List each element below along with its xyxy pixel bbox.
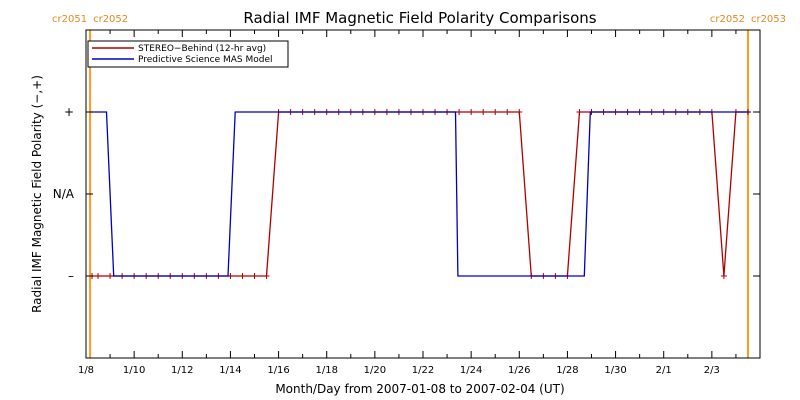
- y-tick-label: +: [64, 105, 74, 119]
- data-point: [504, 109, 511, 115]
- y-tick-label: –: [68, 269, 74, 283]
- carrington-label: cr2052: [93, 14, 128, 25]
- data-point: [95, 273, 102, 279]
- legend-label-stereo: STEREO−Behind (12-hr avg): [138, 44, 266, 54]
- data-point: [456, 109, 463, 115]
- x-tick-label: 1/24: [460, 365, 482, 376]
- legend-box: [87, 40, 289, 68]
- x-tick-label: 2/3: [704, 365, 720, 376]
- x-tick-label: 1/26: [508, 365, 530, 376]
- y-axis-label: Radial IMF Magnetic Field Polarity (−,+): [30, 75, 44, 313]
- chart-title: Radial IMF Magnetic Field Polarity Compa…: [243, 9, 596, 27]
- data-point: [576, 109, 583, 115]
- y-tick-label: N/A: [53, 187, 75, 201]
- data-point: [720, 273, 727, 279]
- data-point: [251, 273, 258, 279]
- carrington-label: cr2052: [710, 14, 745, 25]
- y-axis: + N/A –: [53, 105, 760, 283]
- x-axis: 1/8 1/10 1/12 1/14 1/16 1/18 1/20 1/22 1/24 1/26 1…: [78, 30, 761, 376]
- x-tick-label: 1/14: [219, 365, 241, 376]
- plot-frame: [85, 29, 761, 359]
- data-point: [263, 273, 270, 279]
- data-point: [239, 273, 246, 279]
- data-point: [107, 273, 114, 279]
- data-point: [516, 109, 523, 115]
- x-tick-label: 1/20: [364, 365, 386, 376]
- x-tick-label: 1/12: [171, 365, 193, 376]
- x-tick-label: 1/10: [123, 365, 145, 376]
- series-line-stereo: [92, 111, 748, 277]
- carrington-label: cr2053: [751, 14, 786, 25]
- series-layer: [89, 109, 751, 279]
- x-tick-label: 1/16: [267, 365, 289, 376]
- legend: STEREO−Behind (12-hr avg) Predictive Sci…: [87, 40, 289, 68]
- x-tick-label: 1/28: [556, 365, 578, 376]
- x-tick-label: 1/22: [412, 365, 434, 376]
- x-tick-label: 2/1: [656, 365, 672, 376]
- legend-label-model: Predictive Science MAS Model: [138, 55, 273, 65]
- data-point: [468, 109, 475, 115]
- data-point: [480, 109, 487, 115]
- x-tick-label: 1/8: [78, 365, 94, 376]
- x-tick-label: 1/30: [604, 365, 626, 376]
- x-tick-label: 1/18: [315, 365, 337, 376]
- carrington-label: cr2051: [52, 14, 87, 25]
- series-line-model: [90, 111, 751, 277]
- x-axis-label: Month/Day from 2007-01-08 to 2007-02-04 …: [275, 382, 564, 396]
- data-point: [492, 109, 499, 115]
